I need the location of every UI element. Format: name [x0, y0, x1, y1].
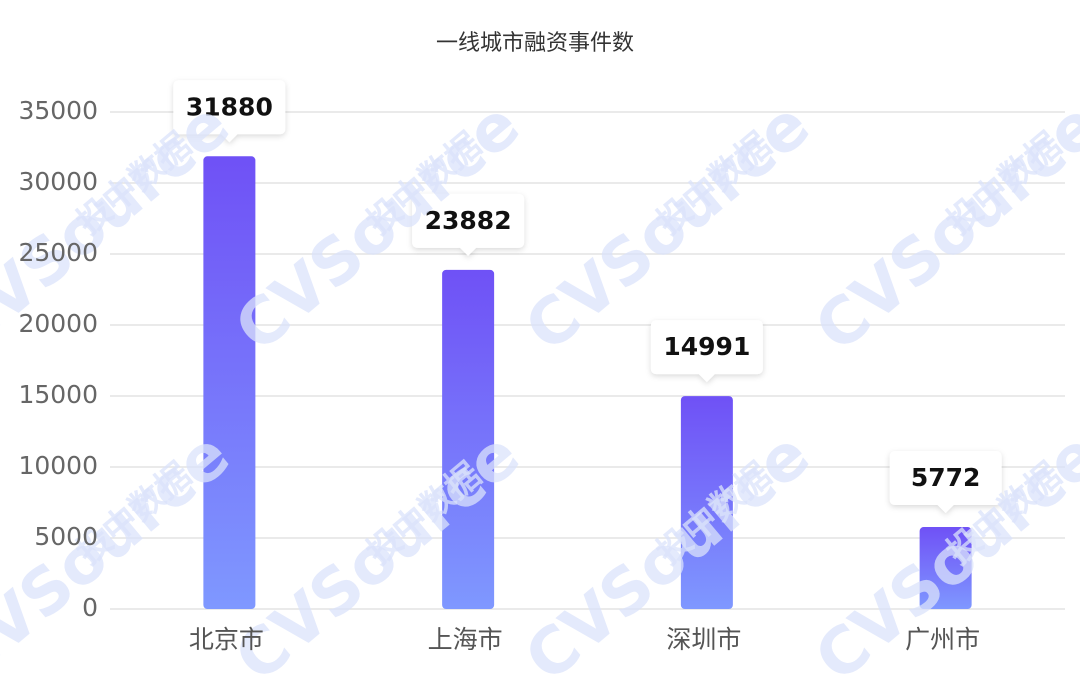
bar: [680, 396, 733, 609]
bar: [203, 156, 256, 609]
y-tick-label: 5000: [34, 522, 98, 551]
y-tick-label: 35000: [18, 96, 98, 125]
chart-title: 一线城市融资事件数: [436, 31, 634, 56]
x-tick-label: 上海市: [428, 625, 503, 654]
y-tick-label: 10000: [18, 451, 98, 480]
y-tick-label: 15000: [18, 380, 98, 409]
label-box: [412, 193, 525, 256]
label-box: [650, 320, 763, 383]
data-label: 14991: [663, 332, 750, 361]
x-tick-label: 北京市: [189, 625, 264, 654]
label-box: [173, 80, 286, 143]
grid: [110, 111, 1065, 610]
x-tick-label: 深圳市: [666, 625, 741, 654]
y-tick-label: 30000: [18, 167, 98, 196]
data-label: 5772: [911, 463, 981, 492]
data-label: 23882: [425, 206, 512, 235]
marks: 31880 23882 14991 5772: [173, 80, 1002, 609]
bar: [919, 527, 972, 609]
y-tick-label: 0: [82, 593, 98, 622]
x-tick-label: 广州市: [905, 625, 980, 654]
bar: [442, 269, 495, 609]
y-tick-label: 25000: [18, 238, 98, 267]
label-box: [889, 451, 1002, 514]
data-label: 31880: [186, 92, 273, 121]
y-tick-label: 20000: [18, 309, 98, 338]
